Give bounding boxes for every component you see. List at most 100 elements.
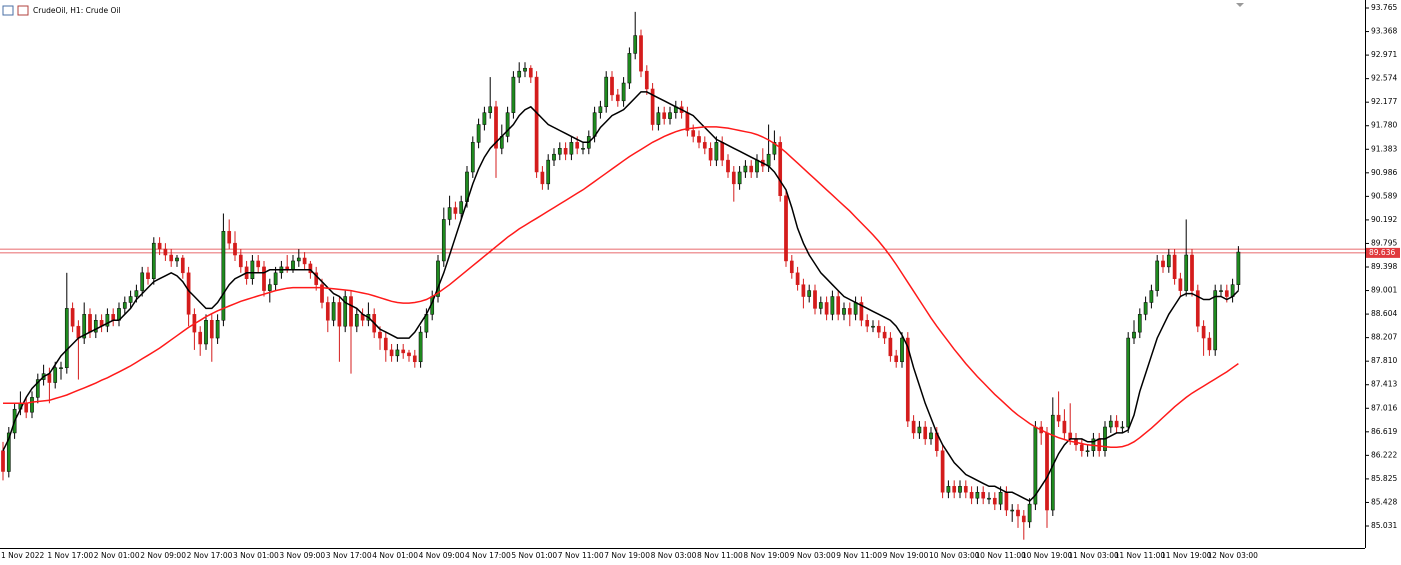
- candle-body: [992, 497, 997, 505]
- candle-body: [76, 325, 81, 339]
- candle-body: [621, 82, 626, 102]
- candle-body: [784, 195, 788, 262]
- candle-body: [540, 171, 545, 185]
- candle-body: [697, 136, 701, 143]
- candle-body: [801, 284, 806, 297]
- candle-body: [743, 165, 748, 173]
- y-tick-label: 89.398: [1371, 262, 1397, 271]
- candle-body: [917, 426, 922, 434]
- candle-body: [708, 148, 713, 161]
- x-tick-label: 12 Nov 03:00: [1207, 551, 1258, 560]
- x-tick-label: 2 Nov 17:00: [187, 551, 233, 560]
- y-tick-label: 90.986: [1371, 168, 1397, 177]
- candle-body: [726, 159, 730, 173]
- candle-body: [314, 272, 319, 285]
- candle-body: [1207, 337, 1212, 351]
- y-tick-label: 88.604: [1371, 309, 1397, 318]
- y-tick-label: 88.207: [1371, 333, 1397, 342]
- candle-body: [1155, 260, 1160, 291]
- x-tick-label: 9 Nov 11:00: [836, 551, 882, 560]
- candle-body: [731, 171, 736, 185]
- x-tick-label: 3 Nov 17:00: [326, 551, 372, 560]
- candle-body: [1114, 420, 1119, 428]
- candle-body: [766, 153, 771, 167]
- x-tick-label: 10 Nov 19:00: [1022, 551, 1073, 560]
- candle-body: [273, 272, 278, 285]
- candle-body: [378, 331, 382, 339]
- bid-label-box: [1366, 247, 1400, 258]
- candle-body: [35, 379, 40, 398]
- candle-body: [1027, 503, 1032, 523]
- candle-body: [557, 148, 562, 155]
- y-tick-label: 86.222: [1371, 450, 1397, 459]
- candle-body: [691, 130, 696, 137]
- candle-body: [354, 314, 359, 327]
- candle-body: [180, 257, 185, 274]
- candle-body: [882, 331, 887, 339]
- candle-body: [1161, 260, 1165, 268]
- candle-body: [320, 284, 324, 303]
- candle-body: [337, 302, 342, 327]
- candle-body: [256, 260, 261, 268]
- x-tick-label: 8 Nov 11:00: [697, 551, 743, 560]
- chart-icon[interactable]: [17, 5, 29, 16]
- candle-body: [198, 331, 203, 345]
- candle-body: [894, 355, 899, 363]
- candle-body: [151, 242, 156, 279]
- candle-body: [1021, 515, 1026, 523]
- x-tick-label: 7 Nov 11:00: [558, 551, 604, 560]
- y-tick-label: 85.825: [1371, 474, 1397, 483]
- y-tick-label: 90.589: [1371, 191, 1397, 200]
- candle-body: [88, 314, 92, 333]
- candle-body: [1126, 337, 1131, 428]
- y-tick-label: 87.413: [1371, 380, 1397, 389]
- x-tick-label: 11 Nov 03:00: [1068, 551, 1119, 560]
- candle-body: [871, 325, 875, 328]
- candle-body: [209, 320, 214, 339]
- candle-body: [581, 148, 585, 150]
- candle-body: [523, 67, 527, 72]
- candle-body: [412, 355, 417, 363]
- y-tick-label: 87.016: [1371, 403, 1397, 412]
- candle-body: [453, 207, 458, 214]
- candle-body: [714, 142, 719, 161]
- candle-body: [383, 337, 388, 351]
- y-tick-label: 91.780: [1371, 121, 1397, 130]
- moving-average-line: [3, 126, 1239, 448]
- candle-body: [169, 254, 174, 262]
- menu-icon[interactable]: [2, 5, 14, 16]
- candle-body: [720, 142, 725, 161]
- x-tick-label: 7 Nov 19:00: [604, 551, 650, 560]
- candle-body: [813, 290, 817, 309]
- y-tick-label: 93.368: [1371, 27, 1397, 36]
- y-tick-label: 87.810: [1371, 356, 1397, 365]
- x-tick-label: 10 Nov 11:00: [975, 551, 1026, 560]
- candle-body: [1120, 426, 1125, 429]
- candle-body: [1224, 290, 1229, 297]
- candle-body: [963, 486, 968, 493]
- y-tick-label: 85.428: [1371, 497, 1397, 506]
- candle-body: [905, 337, 910, 422]
- candle-body: [1062, 420, 1067, 434]
- x-tick-label: 11 Nov 19:00: [1161, 551, 1212, 560]
- y-tick-label: 92.971: [1371, 50, 1397, 59]
- candle-body: [952, 486, 957, 493]
- candle-body: [343, 296, 348, 327]
- candle-body: [1166, 254, 1171, 268]
- candle-body: [1190, 254, 1194, 291]
- plot-area: [0, 11, 1365, 540]
- candle-body: [134, 290, 139, 297]
- candle-body: [836, 296, 841, 315]
- candle-body: [1079, 444, 1084, 451]
- candle-body: [1108, 420, 1113, 428]
- candle-body: [407, 352, 411, 357]
- candle-body: [981, 492, 986, 499]
- candle-body: [418, 331, 423, 363]
- candle-body: [1172, 254, 1177, 279]
- candle-body: [459, 201, 464, 214]
- candle-body: [940, 450, 945, 493]
- candle-body: [958, 486, 962, 493]
- candle-body: [163, 248, 168, 256]
- shift-marker[interactable]: [1236, 3, 1244, 7]
